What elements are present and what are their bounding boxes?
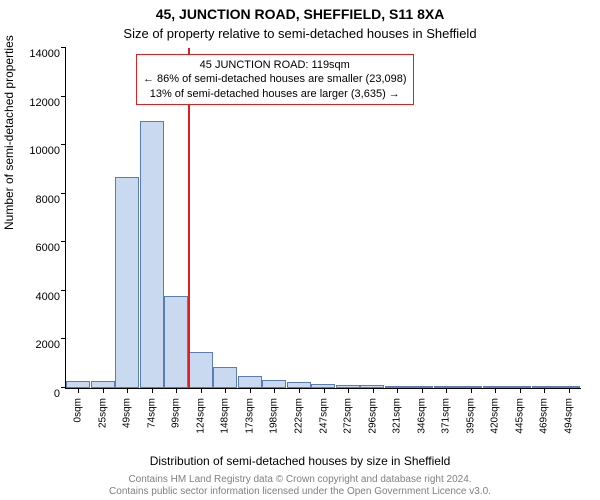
x-tick-mark <box>495 388 496 393</box>
x-tick-mark <box>324 388 325 393</box>
x-tick-mark <box>520 388 521 393</box>
x-tick-label: 173sqm <box>244 394 255 434</box>
chart-container: 45, JUNCTION ROAD, SHEFFIELD, S11 8XA Si… <box>0 0 600 500</box>
y-tick-label: 10000 <box>12 145 66 157</box>
anno-line1: 45 JUNCTION ROAD: 119sqm <box>200 59 350 71</box>
y-tick-label: 4000 <box>12 291 66 303</box>
histogram-bar <box>238 376 262 388</box>
x-tick-label: 395sqm <box>465 394 476 434</box>
anno-line2: ← 86% of semi-detached houses are smalle… <box>143 73 407 85</box>
x-tick-mark <box>152 388 153 393</box>
x-tick-label: 74sqm <box>146 394 157 428</box>
x-tick-label: 469sqm <box>539 394 550 434</box>
x-tick-mark <box>299 388 300 393</box>
histogram-bar <box>140 121 164 388</box>
x-tick-label: 371sqm <box>441 394 452 434</box>
x-tick-mark <box>373 388 374 393</box>
x-tick-label: 222sqm <box>293 394 304 434</box>
x-tick-label: 25sqm <box>97 394 108 428</box>
x-tick-label: 0sqm <box>73 394 84 422</box>
x-tick-mark <box>471 388 472 393</box>
x-tick-label: 321sqm <box>392 394 403 434</box>
histogram-bar <box>213 367 237 388</box>
x-tick-mark <box>544 388 545 393</box>
y-tick-mark <box>61 193 66 194</box>
histogram-bar <box>164 296 188 388</box>
x-tick-label: 148sqm <box>220 394 231 434</box>
x-tick-mark <box>127 388 128 393</box>
x-tick-mark <box>569 388 570 393</box>
x-tick-mark <box>78 388 79 393</box>
histogram-bar <box>262 380 286 388</box>
x-tick-label: 272sqm <box>343 394 354 434</box>
footer-line1: Contains HM Land Registry data © Crown c… <box>128 474 471 485</box>
x-tick-label: 124sqm <box>195 394 206 434</box>
y-tick-mark <box>61 338 66 339</box>
chart-title-main: 45, JUNCTION ROAD, SHEFFIELD, S11 8XA <box>0 6 600 22</box>
x-tick-label: 420sqm <box>490 394 501 434</box>
x-tick-label: 346sqm <box>416 394 427 434</box>
x-tick-mark <box>397 388 398 393</box>
x-tick-label: 296sqm <box>367 394 378 434</box>
x-tick-mark <box>274 388 275 393</box>
y-tick-label: 2000 <box>12 339 66 351</box>
x-tick-mark <box>201 388 202 393</box>
y-tick-mark <box>61 96 66 97</box>
x-tick-mark <box>176 388 177 393</box>
y-tick-mark <box>61 290 66 291</box>
y-tick-label: 14000 <box>12 48 66 60</box>
y-tick-label: 6000 <box>12 242 66 254</box>
x-tick-label: 494sqm <box>563 394 574 434</box>
x-tick-mark <box>225 388 226 393</box>
y-tick-mark <box>61 144 66 145</box>
x-tick-label: 247sqm <box>318 394 329 434</box>
annotation-box: 45 JUNCTION ROAD: 119sqm ← 86% of semi-de… <box>136 54 414 105</box>
x-tick-label: 99sqm <box>171 394 182 428</box>
x-tick-mark <box>446 388 447 393</box>
footer-line2: Contains public sector information licen… <box>109 486 491 497</box>
y-tick-label: 0 <box>12 388 66 400</box>
y-tick-mark <box>61 241 66 242</box>
x-tick-mark <box>250 388 251 393</box>
plot-area: 020004000600080001000012000140000sqm25sq… <box>65 48 581 389</box>
histogram-bar <box>91 381 115 388</box>
x-tick-label: 198sqm <box>269 394 280 434</box>
x-axis-label: Distribution of semi-detached houses by … <box>0 454 600 468</box>
histogram-bar <box>66 381 90 388</box>
x-tick-mark <box>103 388 104 393</box>
y-tick-mark <box>61 47 66 48</box>
anno-line3: 13% of semi-detached houses are larger (… <box>150 88 400 100</box>
x-tick-mark <box>422 388 423 393</box>
footer-attribution: Contains HM Land Registry data © Crown c… <box>0 474 600 498</box>
y-tick-label: 12000 <box>12 97 66 109</box>
x-tick-mark <box>348 388 349 393</box>
x-tick-label: 445sqm <box>514 394 525 434</box>
y-tick-label: 8000 <box>12 194 66 206</box>
histogram-bar <box>189 352 213 388</box>
chart-title-sub: Size of property relative to semi-detach… <box>0 26 600 41</box>
histogram-bar <box>115 177 139 388</box>
x-tick-label: 49sqm <box>122 394 133 428</box>
